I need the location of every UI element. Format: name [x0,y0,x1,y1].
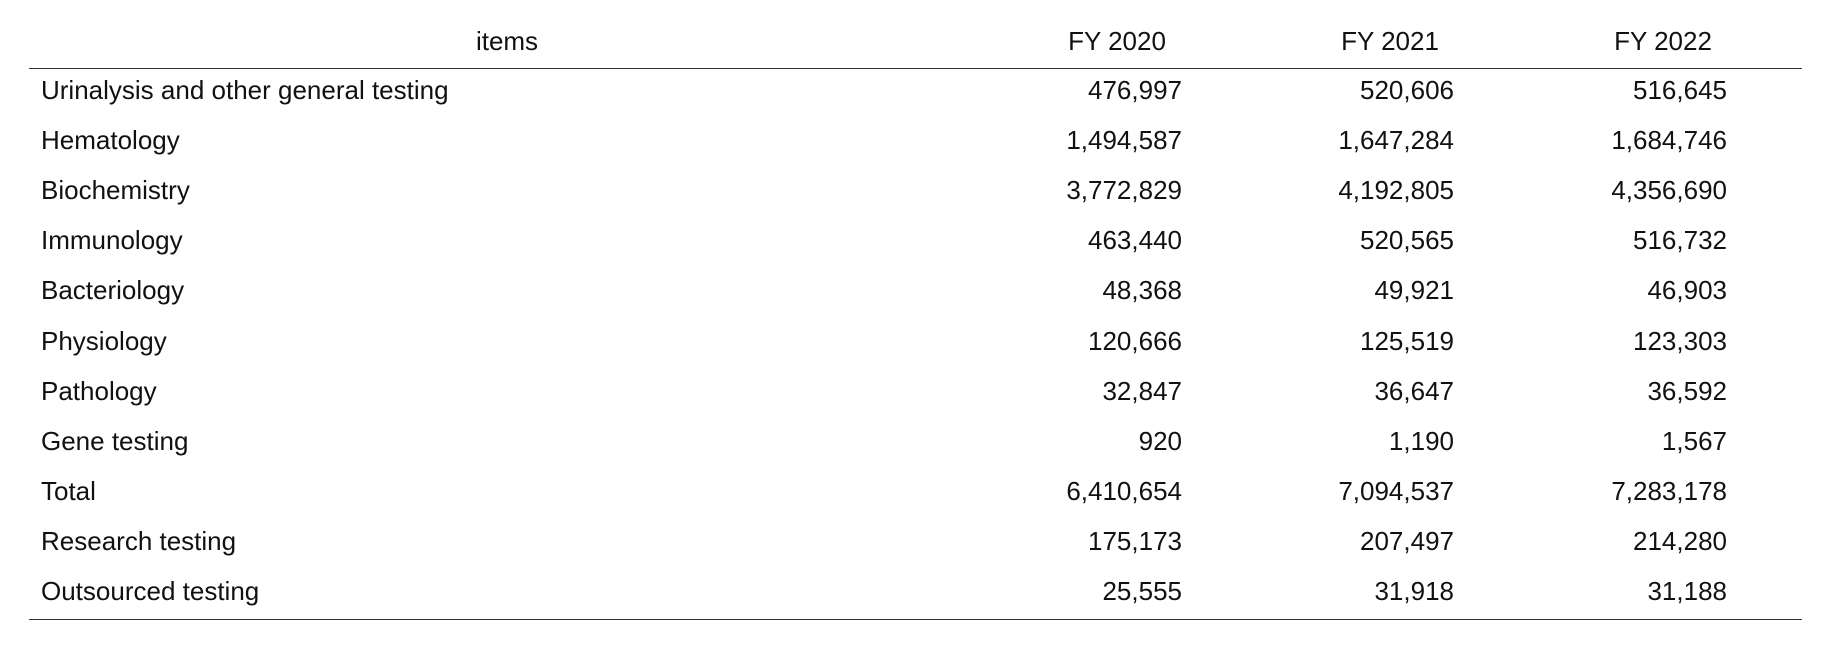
cell-value: 7,283,178 [1611,475,1727,506]
cell-value: 25,555 [1102,576,1182,606]
row-label: Hematology [41,125,180,156]
cell-value: 49,921 [1374,275,1454,306]
cell-value: 520,565 [1360,225,1454,256]
row-label: Outsourced testing [41,576,260,606]
cell-value: 516,732 [1633,225,1727,256]
cell-value: 125,519 [1360,325,1454,356]
cell-value: 3,772,829 [1066,175,1182,206]
cell-value: 36,647 [1374,375,1454,406]
cell-value: 36,592 [1647,375,1727,406]
cell-value: 31,918 [1374,576,1454,606]
cell-value: 1,190 [1388,425,1454,456]
bottom-rule [29,619,1802,620]
cell-value: 31,188 [1647,576,1727,606]
cell-value: 7,094,537 [1338,475,1454,506]
column-header: FY 2020 [1068,26,1166,56]
cell-value: 6,410,654 [1066,475,1182,506]
cell-value: 207,497 [1360,525,1454,556]
row-label: Urinalysis and other general testing [41,75,449,105]
header-rule [29,68,1802,69]
row-label: Immunology [41,225,183,256]
cell-value: 123,303 [1633,325,1727,356]
column-header: FY 2021 [1341,26,1439,56]
row-label: Pathology [41,375,157,406]
cell-value: 476,997 [1088,75,1182,105]
row-label: Gene testing [41,425,189,456]
row-label: Biochemistry [41,175,190,206]
column-header: FY 2022 [1614,26,1712,56]
cell-value: 120,666 [1088,325,1182,356]
cell-value: 46,903 [1647,275,1727,306]
column-header: items [475,26,539,56]
cell-value: 4,356,690 [1611,175,1727,206]
cell-value: 32,847 [1102,375,1182,406]
cell-value: 1,494,587 [1066,125,1182,156]
cell-value: 175,173 [1088,525,1182,556]
row-label: Physiology [41,325,167,356]
cell-value: 920 [1138,425,1182,456]
cell-value: 214,280 [1633,525,1727,556]
cell-value: 1,684,746 [1611,125,1727,156]
cell-value: 1,647,284 [1338,125,1454,156]
cell-value: 4,192,805 [1338,175,1454,206]
row-label: Total [41,475,96,506]
cell-value: 520,606 [1360,75,1454,105]
cell-value: 516,645 [1633,75,1727,105]
cell-value: 48,368 [1102,275,1182,306]
cell-value: 463,440 [1088,225,1182,256]
cell-value: 1,567 [1661,425,1727,456]
row-label: Research testing [41,525,237,556]
row-label: Bacteriology [41,275,185,306]
